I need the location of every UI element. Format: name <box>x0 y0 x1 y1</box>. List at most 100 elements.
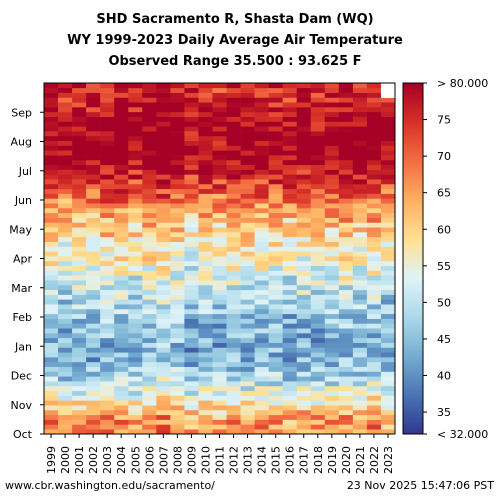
heatmap-cell <box>366 246 382 252</box>
heatmap-cell <box>58 405 73 411</box>
heatmap-cell <box>44 97 59 103</box>
heatmap-cell <box>268 97 283 103</box>
heatmap-cell <box>156 256 171 262</box>
heatmap-cell <box>296 337 312 343</box>
heatmap-cell <box>72 275 87 281</box>
y-tick-label: May <box>9 223 32 236</box>
heatmap-cell <box>156 107 171 113</box>
heatmap-cell <box>142 395 157 401</box>
heatmap-cell <box>352 294 368 300</box>
heatmap-cell <box>212 289 227 295</box>
heatmap-cell <box>240 318 255 324</box>
heatmap-cell <box>310 246 326 252</box>
heatmap-cell <box>254 107 269 113</box>
heatmap-cell <box>226 256 241 262</box>
heatmap-cell <box>352 203 368 209</box>
heatmap-cell <box>338 352 354 358</box>
heatmap-cell <box>324 405 340 411</box>
heatmap-cell <box>142 371 157 377</box>
heatmap-cell <box>184 188 199 194</box>
heatmap-cell <box>282 381 298 387</box>
heatmap-cell <box>380 429 396 435</box>
heatmap-cell <box>268 357 283 363</box>
heatmap-cell <box>156 135 171 141</box>
heatmap-cell <box>170 424 185 430</box>
heatmap-cell <box>114 164 129 170</box>
heatmap-cell <box>366 217 382 223</box>
heatmap-cell <box>282 385 298 392</box>
heatmap-cell <box>170 260 185 267</box>
heatmap-cell <box>86 92 101 98</box>
heatmap-cell <box>310 405 326 411</box>
heatmap-cell <box>128 395 143 401</box>
heatmap-cell <box>184 275 199 281</box>
heatmap-cell <box>142 385 157 392</box>
heatmap-cell <box>352 111 368 117</box>
heatmap-cell <box>254 174 269 180</box>
heatmap-cell <box>296 256 312 262</box>
heatmap-cell <box>142 159 157 166</box>
heatmap-cell <box>296 313 312 319</box>
heatmap-cell <box>100 275 115 281</box>
heatmap-cell <box>198 102 213 108</box>
heatmap-cell <box>114 381 129 387</box>
heatmap-cell <box>156 87 171 93</box>
heatmap-cell <box>240 308 255 315</box>
heatmap-cell <box>184 414 199 420</box>
heatmap-cell <box>198 241 213 247</box>
heatmap-cell <box>170 102 185 108</box>
y-tick-label: Jul <box>18 165 32 178</box>
heatmap-cell <box>100 145 115 151</box>
heatmap-cell <box>324 256 340 262</box>
heatmap-cell <box>324 414 340 420</box>
heatmap-cell <box>212 212 227 218</box>
heatmap-cell <box>170 429 185 435</box>
heatmap-cell <box>226 299 241 305</box>
heatmap-cell <box>282 92 298 98</box>
heatmap-cell <box>226 304 241 310</box>
heatmap-cell <box>44 241 59 247</box>
heatmap-cell <box>254 265 269 271</box>
heatmap-cell <box>128 183 143 190</box>
heatmap-cell <box>240 260 255 267</box>
x-tick-label: 2018 <box>312 446 325 474</box>
heatmap-cell <box>366 400 382 406</box>
heatmap-cell <box>100 241 115 247</box>
heatmap-cell <box>198 337 213 343</box>
heatmap-cell <box>296 381 312 387</box>
chart-title-line-2: WY 1999-2023 Daily Average Air Temperatu… <box>67 33 403 48</box>
heatmap-cell <box>128 222 143 228</box>
heatmap-cell <box>310 222 326 228</box>
source-url: www.cbr.washington.edu/sacramento/ <box>5 479 215 492</box>
heatmap-cell <box>366 419 382 425</box>
heatmap-cell <box>240 265 255 271</box>
heatmap-cell <box>198 313 213 319</box>
heatmap-cell <box>366 83 382 89</box>
heatmap-cell <box>366 183 382 190</box>
heatmap-cell <box>352 371 368 377</box>
heatmap-cell <box>212 424 227 430</box>
heatmap-cell <box>212 294 227 300</box>
heatmap-cell <box>184 400 199 406</box>
heatmap-cell <box>380 419 396 425</box>
heatmap-cell <box>128 275 143 281</box>
heatmap-cell <box>156 131 171 137</box>
heatmap-cell <box>142 275 157 281</box>
heatmap-cell <box>324 294 340 300</box>
heatmap-cell <box>198 284 213 291</box>
heatmap-cell <box>366 145 382 151</box>
heatmap-cell <box>338 342 354 348</box>
heatmap-cell <box>380 371 396 377</box>
heatmap-cell <box>324 107 340 113</box>
heatmap-cell <box>268 83 283 89</box>
heatmap-cell <box>338 409 354 416</box>
heatmap-cell <box>142 419 157 425</box>
heatmap-cell <box>380 275 396 281</box>
heatmap-cell <box>170 409 185 416</box>
heatmap-cell <box>44 318 59 324</box>
heatmap-cell <box>184 131 199 137</box>
heatmap-cell <box>72 121 87 127</box>
heatmap-cell <box>212 111 227 117</box>
heatmap-cell <box>72 328 87 334</box>
heatmap-cell <box>366 155 382 161</box>
